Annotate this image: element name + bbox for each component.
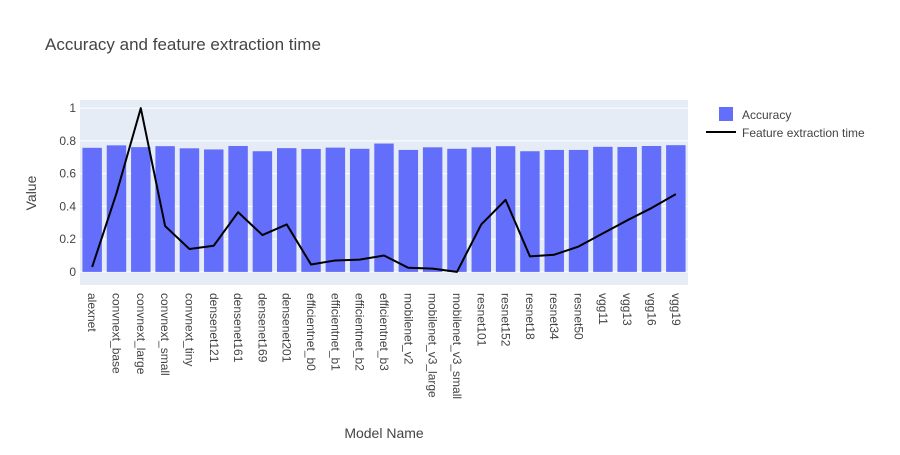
x-tick-label: densenet121 [207,293,221,363]
legend[interactable]: Accuracy Feature extraction time [706,107,865,140]
bar-mobilenet_v3_large[interactable] [422,147,443,272]
x-tick-label: resnet50 [572,293,586,340]
bar-resnet152[interactable] [495,146,516,272]
x-axis-title: Model Name [344,425,424,441]
y-tick-label: 0.4 [59,199,76,213]
y-axis-title: Value [23,175,39,210]
bar-efficientnet_b1[interactable] [325,147,346,272]
y-tick-label: 1 [69,101,76,115]
x-tick-label: densenet169 [255,293,269,363]
bar-vgg13[interactable] [617,146,637,272]
y-tick-label: 0.2 [59,232,76,246]
x-tick-label: resnet152 [499,293,513,347]
bar-efficientnet_b2[interactable] [349,148,370,272]
bar-convnext_tiny[interactable] [179,148,200,272]
chart-title: Accuracy and feature extraction time [45,35,321,54]
x-tick-label: convnext_small [158,293,172,376]
bar-densenet169[interactable] [252,151,273,272]
y-axis-ticks: 0 0.2 0.4 0.6 0.8 1 [59,101,76,279]
legend-swatch-accuracy [719,107,733,121]
bar-efficientnet_b0[interactable] [301,148,321,272]
x-tick-label: mobilenet_v2 [401,293,415,365]
bar-vgg19[interactable] [666,145,686,272]
bar-densenet121[interactable] [204,149,224,272]
x-tick-label: efficientnet_b2 [353,293,367,371]
bar-convnext_base[interactable] [106,145,127,272]
x-tick-label: resnet18 [523,293,537,340]
bar-resnet34[interactable] [544,149,564,272]
bar-resnet18[interactable] [520,151,540,272]
bar-resnet101[interactable] [471,147,492,272]
bar-series [82,143,686,272]
y-tick-label: 0.8 [59,134,76,148]
line-series [91,107,677,273]
x-tick-label: resnet34 [547,293,561,340]
x-tick-label: convnext_base [109,293,123,374]
x-tick-label: mobilenet_v3_large [426,293,440,398]
bar-vgg11[interactable] [593,146,613,272]
x-tick-label: alexnet [85,293,99,332]
x-tick-label: convnext_large [134,293,148,375]
bar-convnext_small[interactable] [155,146,175,272]
legend-item-feature-extraction-time[interactable]: Feature extraction time [706,126,865,140]
x-tick-label: resnet101 [474,293,488,347]
bar-alexnet[interactable] [82,147,102,272]
x-tick-label: efficientnet_b0 [304,293,318,371]
bar-densenet201[interactable] [276,148,297,272]
x-tick-label: vgg19 [669,293,683,326]
bar-mobilenet_v2[interactable] [398,149,419,272]
x-tick-label: convnext_tiny [182,293,196,366]
x-tick-label: vgg11 [596,293,610,325]
y-tick-label: 0.6 [59,167,76,181]
legend-item-accuracy[interactable]: Accuracy [719,107,791,122]
x-axis-ticks: alexnet convnext_base convnext_large convne… [85,293,683,399]
feature-extraction-time-line[interactable] [91,107,677,273]
bar-convnext_large[interactable] [131,147,151,272]
x-tick-label: mobilenet_v3_small [450,293,464,399]
bar-resnet50[interactable] [568,149,589,272]
x-tick-label: vgg16 [645,293,659,326]
x-tick-label: densenet161 [231,293,245,363]
x-tick-label: efficientnet_b3 [377,293,391,371]
legend-label-feature-extraction-time: Feature extraction time [742,126,865,140]
bar-densenet161[interactable] [228,146,248,272]
legend-label-accuracy: Accuracy [742,108,791,122]
y-tick-label: 0 [69,265,76,279]
bar-efficientnet_b3[interactable] [374,143,394,272]
x-tick-label: efficientnet_b1 [328,293,342,371]
bar-mobilenet_v3_small[interactable] [447,148,467,272]
x-tick-label: vgg13 [620,293,634,326]
x-tick-label: densenet201 [280,293,294,363]
